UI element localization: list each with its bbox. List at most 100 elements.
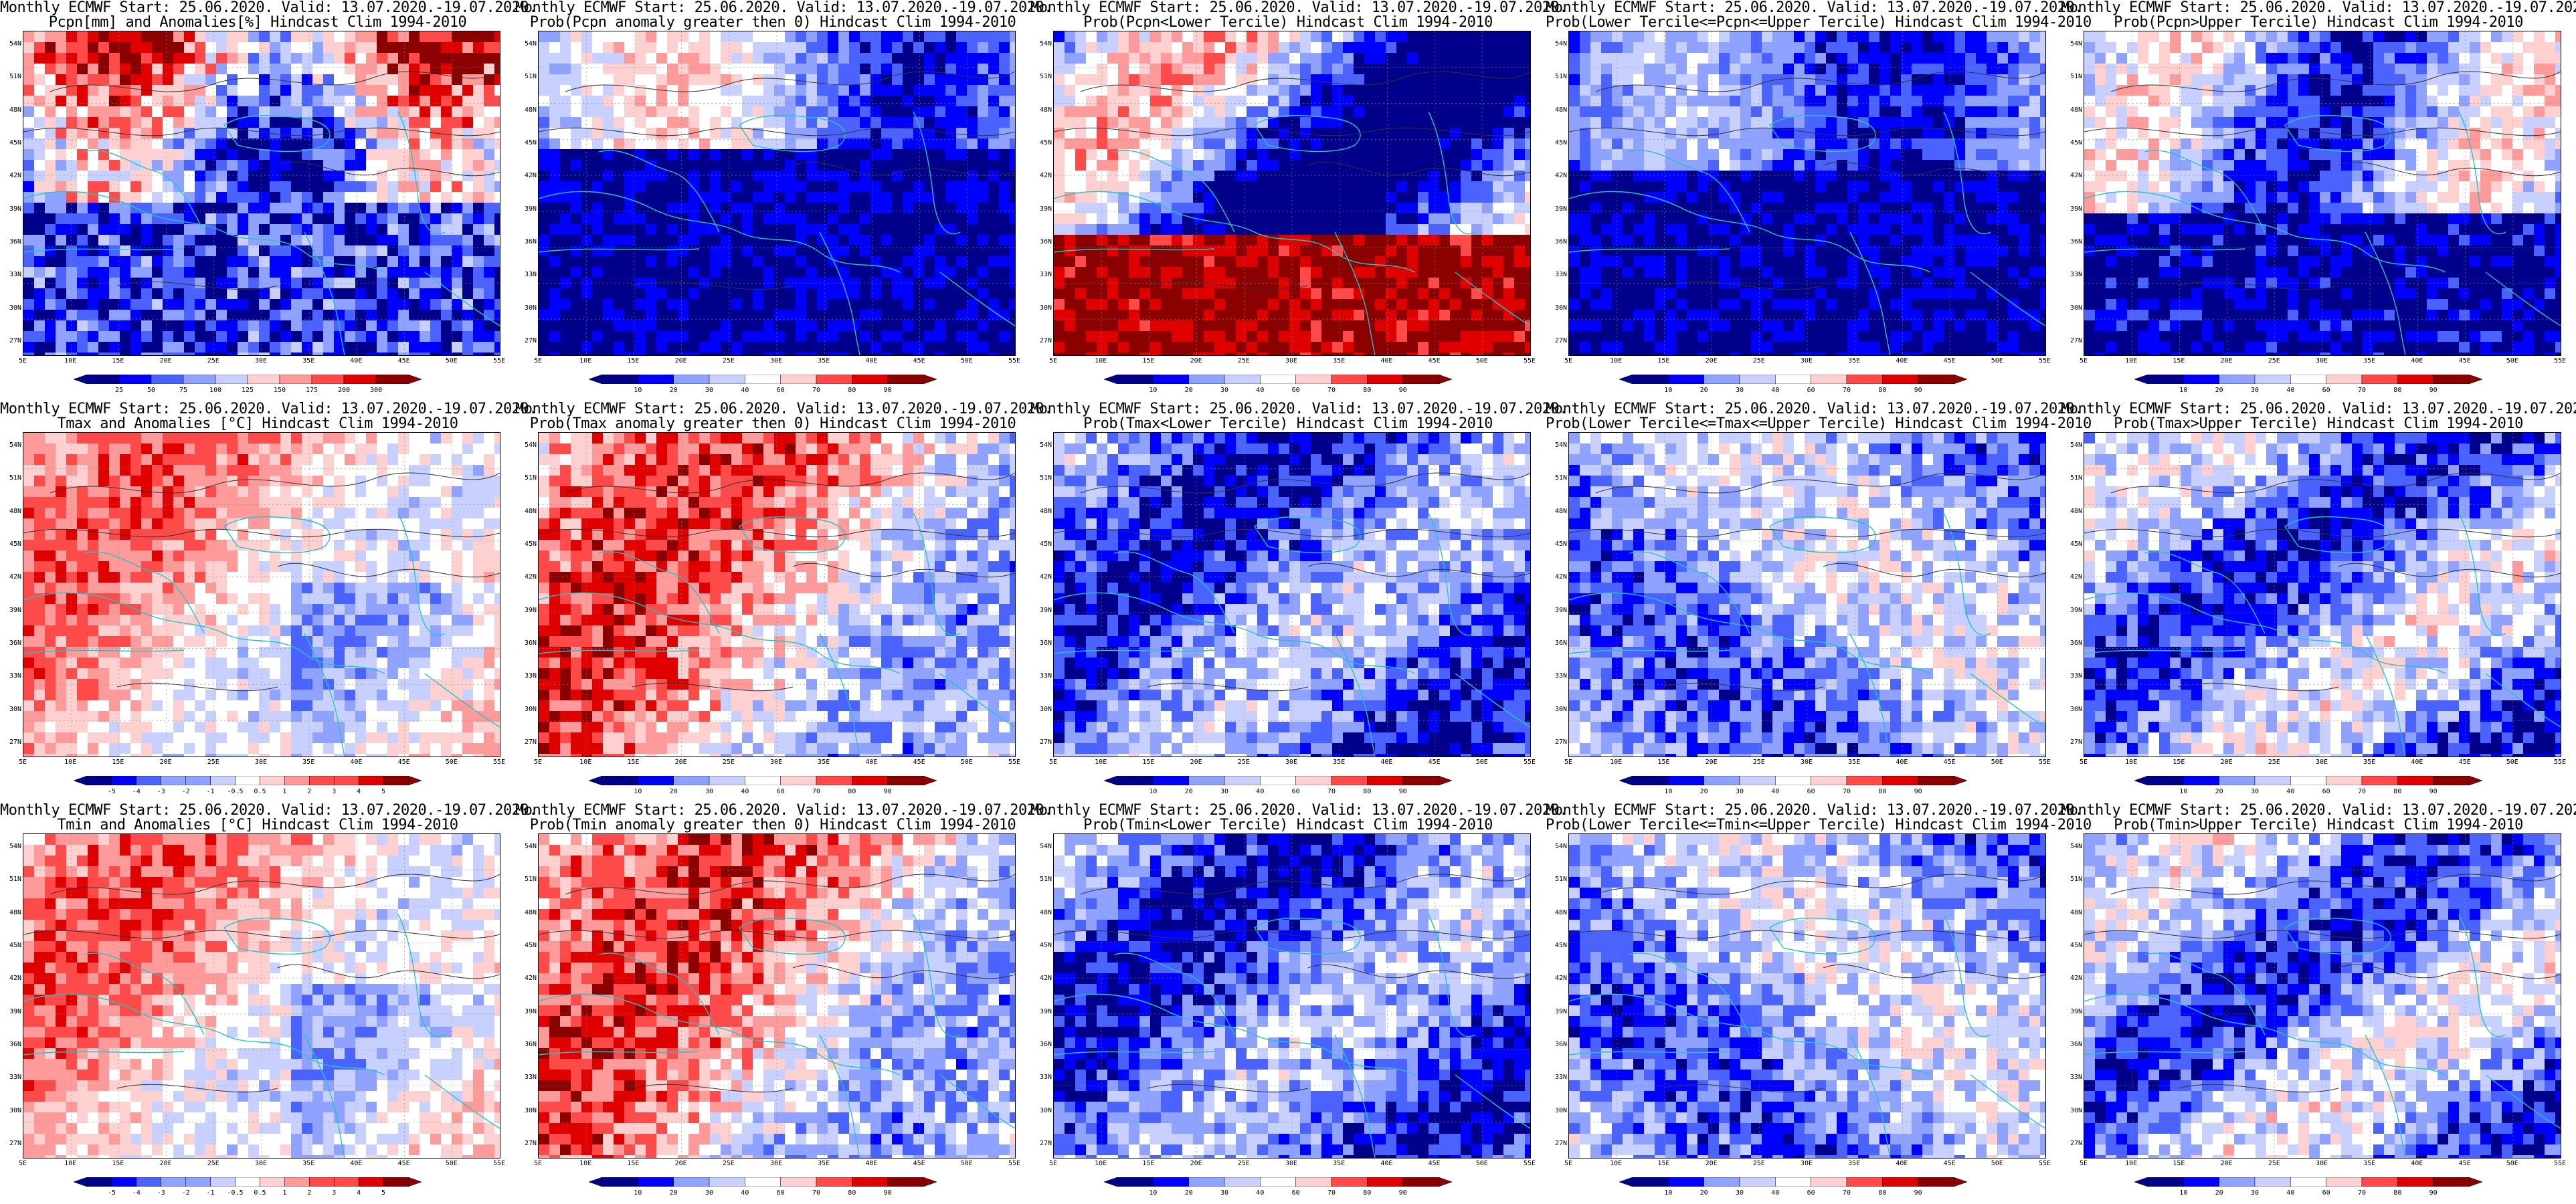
colorbar-tick-label: 30 <box>1214 788 1234 795</box>
lon-tick-label: 55E <box>2031 759 2058 766</box>
colorbar <box>1619 1177 1967 1187</box>
colorbar-tick-label: 20 <box>664 788 684 795</box>
lat-tick-label: 39N <box>2062 205 2082 213</box>
panel-title-line1: Monthly ECMWF Start: 25.06.2020. Valid: … <box>0 401 537 417</box>
lon-tick-label: 50E <box>438 759 465 766</box>
lon-tick-label: 50E <box>953 759 980 766</box>
lon-tick-label: 5E <box>525 357 551 365</box>
lon-tick-label: 45E <box>1936 759 1963 766</box>
panel-title-line2: Prob(Tmin>Upper Tercile) Hindcast Clim 1… <box>2061 817 2576 833</box>
colorbar-tick-label: 70 <box>1321 387 1342 394</box>
lon-tick-label: 5E <box>1555 1160 1582 1167</box>
colorbar-tick-label: -4 <box>126 788 147 795</box>
colorbar <box>1619 776 1967 785</box>
lat-tick-label: 45N <box>1 942 21 949</box>
lon-tick-label: 20E <box>1698 1160 1725 1167</box>
colorbar-tick-label: 30 <box>1730 387 1750 394</box>
colorbar-tick-label: 5 <box>373 788 393 795</box>
colorbar-tick-label: -4 <box>126 1189 147 1197</box>
lat-tick-label: 54N <box>1547 40 1567 47</box>
lat-tick-label: 36N <box>2062 1041 2082 1048</box>
colorbar <box>2134 375 2482 384</box>
lat-tick-label: 54N <box>1547 843 1567 850</box>
lat-tick-label: 54N <box>517 441 537 449</box>
lat-tick-label: 33N <box>517 1074 537 1081</box>
map-area <box>1053 432 1531 757</box>
lat-tick-label: 54N <box>2062 441 2082 449</box>
lat-tick-label: 36N <box>517 639 537 647</box>
lon-tick-label: 50E <box>2499 357 2526 365</box>
lon-tick-label: 55E <box>1516 759 1543 766</box>
lon-tick-label: 35E <box>810 1160 837 1167</box>
colorbar-tick-label: 40 <box>735 387 755 394</box>
colorbar-tick-label: 20 <box>1179 788 1199 795</box>
lon-tick-label: 30E <box>763 1160 790 1167</box>
lon-tick-label: 40E <box>343 1160 369 1167</box>
panel-title-line1: Monthly ECMWF Start: 25.06.2020. Valid: … <box>1546 803 2083 819</box>
lat-tick-label: 30N <box>2062 304 2082 312</box>
lat-tick-label: 36N <box>517 238 537 245</box>
lon-tick-label: 45E <box>391 357 418 365</box>
colorbar-tick-label: 20 <box>664 1189 684 1197</box>
lon-tick-label: 40E <box>1373 357 1400 365</box>
lat-tick-label: 30N <box>2062 706 2082 713</box>
lat-tick-label: 54N <box>2062 40 2082 47</box>
lon-tick-label: 55E <box>486 1160 513 1167</box>
forecast-panel: Monthly ECMWF Start: 25.06.2020. Valid: … <box>0 0 537 401</box>
colorbar-tick-label: 3 <box>324 788 344 795</box>
lon-tick-label: 45E <box>1936 1160 1963 1167</box>
lat-tick-label: 33N <box>2062 1074 2082 1081</box>
lon-tick-label: 40E <box>858 1160 885 1167</box>
lat-tick-label: 39N <box>1547 1008 1567 1015</box>
lon-tick-label: 15E <box>1650 759 1677 766</box>
lon-tick-label: 10E <box>2118 1160 2144 1167</box>
colorbar-tick-label: 125 <box>238 387 258 394</box>
panel-title-line1: Monthly ECMWF Start: 25.06.2020. Valid: … <box>2061 0 2576 16</box>
lat-tick-label: 27N <box>1547 337 1567 344</box>
colorbar <box>74 776 422 785</box>
colorbar-tick-label: 60 <box>2316 1189 2336 1197</box>
colorbar-tick-label: 300 <box>366 387 386 394</box>
lon-tick-label: 5E <box>2070 1160 2097 1167</box>
forecast-panel: Monthly ECMWF Start: 25.06.2020. Valid: … <box>1546 0 2092 401</box>
lat-tick-label: 30N <box>1032 304 1052 312</box>
lon-tick-label: 30E <box>763 357 790 365</box>
map-field <box>1054 31 1530 355</box>
colorbar <box>1104 1177 1452 1187</box>
lon-tick-label: 35E <box>1841 1160 1867 1167</box>
lon-tick-label: 50E <box>1469 759 1495 766</box>
lat-tick-label: 36N <box>2062 238 2082 245</box>
lon-tick-label: 45E <box>1421 1160 1448 1167</box>
lon-tick-label: 45E <box>391 1160 418 1167</box>
colorbar-tick-label: -3 <box>151 1189 171 1197</box>
lat-tick-label: 45N <box>2062 942 2082 949</box>
colorbar-tick-label: 5 <box>373 1189 393 1197</box>
lon-tick-label: 10E <box>1602 759 1629 766</box>
lon-tick-label: 35E <box>295 759 322 766</box>
lon-tick-label: 15E <box>620 1160 646 1167</box>
lat-tick-label: 27N <box>1547 738 1567 746</box>
panel-title-line2: Prob(Lower Tercile<=Pcpn<=Upper Tercile)… <box>1546 15 2092 31</box>
lat-tick-label: 39N <box>1547 607 1567 614</box>
colorbar-tick-label: -2 <box>176 1189 196 1197</box>
lon-tick-label: 30E <box>2308 357 2335 365</box>
lon-tick-label: 25E <box>2261 1160 2288 1167</box>
lat-tick-label: 36N <box>1547 639 1567 647</box>
lat-tick-label: 48N <box>1032 508 1052 515</box>
lon-tick-label: 40E <box>343 357 369 365</box>
lat-tick-label: 48N <box>517 106 537 114</box>
lat-tick-label: 51N <box>1547 73 1567 80</box>
panel-title-line2: Pcpn[mm] and Anomalies[%] Hindcast Clim … <box>0 15 515 31</box>
colorbar-tick-label: 10 <box>2173 1189 2193 1197</box>
panel-title-line2: Tmin and Anomalies [°C] Hindcast Clim 19… <box>0 817 515 833</box>
lon-tick-label: 25E <box>1230 357 1257 365</box>
colorbar-tick-label: 30 <box>2245 1189 2265 1197</box>
lat-tick-label: 48N <box>1 508 21 515</box>
lat-tick-label: 48N <box>517 909 537 916</box>
lon-tick-label: 5E <box>9 357 36 365</box>
map-field <box>2084 433 2561 757</box>
lon-tick-label: 55E <box>2547 759 2573 766</box>
lat-tick-label: 30N <box>517 1107 537 1114</box>
panel-title-line1: Monthly ECMWF Start: 25.06.2020. Valid: … <box>515 0 1052 16</box>
